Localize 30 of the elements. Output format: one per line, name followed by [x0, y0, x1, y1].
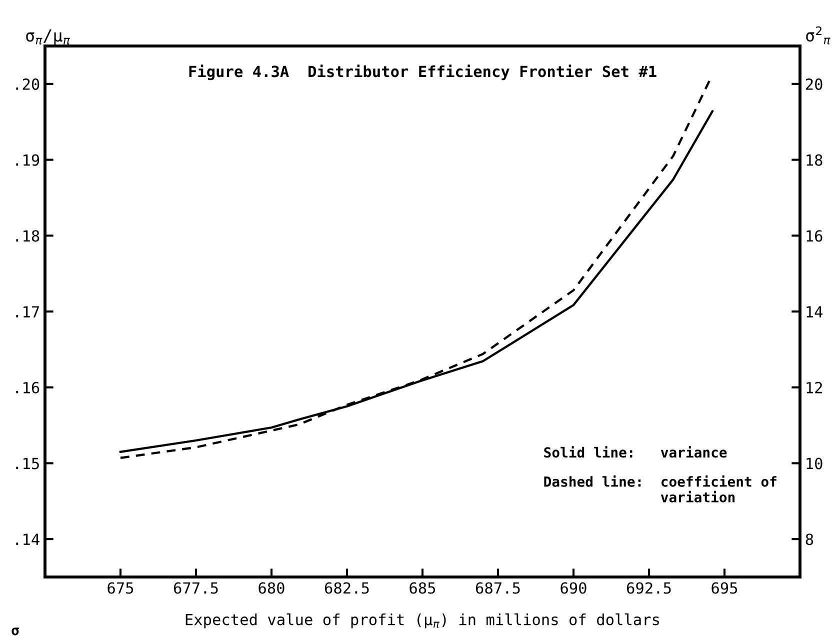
y2-tick-label: 8: [806, 534, 814, 546]
text: σ: [12, 628, 19, 636]
x-tick-label: 690: [560, 582, 586, 594]
y2-tick-label: 16: [806, 230, 822, 242]
y-tick-label: .17: [16, 306, 39, 318]
y2-tick-label: 18: [806, 154, 822, 166]
y2-tick-label: 12: [806, 382, 822, 394]
y2-axis-title: σ$^{2}$$_{π}$: [806, 26, 830, 44]
y-tick-label: .14: [16, 534, 40, 545]
y-tick-label: .15: [16, 458, 39, 470]
y2-tick-label: 20: [806, 78, 822, 90]
y2-tick-label: 14: [806, 306, 823, 318]
y2-tick-label: 10: [806, 458, 822, 470]
x-tick-label: 680: [258, 582, 284, 594]
annotation: Dashed line: coefficient of variation: [544, 475, 776, 502]
y-tick-label: .19: [16, 154, 40, 166]
x-tick-label: 687.5: [476, 582, 520, 594]
text: Figure 4.3A Distributor Efficiency Frontier Set #1: [189, 64, 656, 80]
y-tick-label: .18: [16, 230, 40, 242]
x-tick-label: 675: [108, 582, 134, 594]
x-axis-title: Expected value of profit (μ$_{π}$) in millions of dollars: [186, 613, 659, 628]
x-tick-label: 682.5: [325, 582, 369, 594]
x-tick-label: 695: [712, 582, 738, 594]
y-tick-label: .20: [16, 78, 40, 90]
y-tick-label: .16: [16, 382, 40, 394]
annotation: Solid line: variance: [544, 446, 727, 458]
x-tick-label: 685: [410, 582, 436, 594]
y-axis-title: σ$_{π}$/μ$_{π}$: [26, 29, 70, 45]
x-tick-label: 692.5: [627, 582, 671, 594]
x-tick-label: 677.5: [174, 582, 218, 594]
